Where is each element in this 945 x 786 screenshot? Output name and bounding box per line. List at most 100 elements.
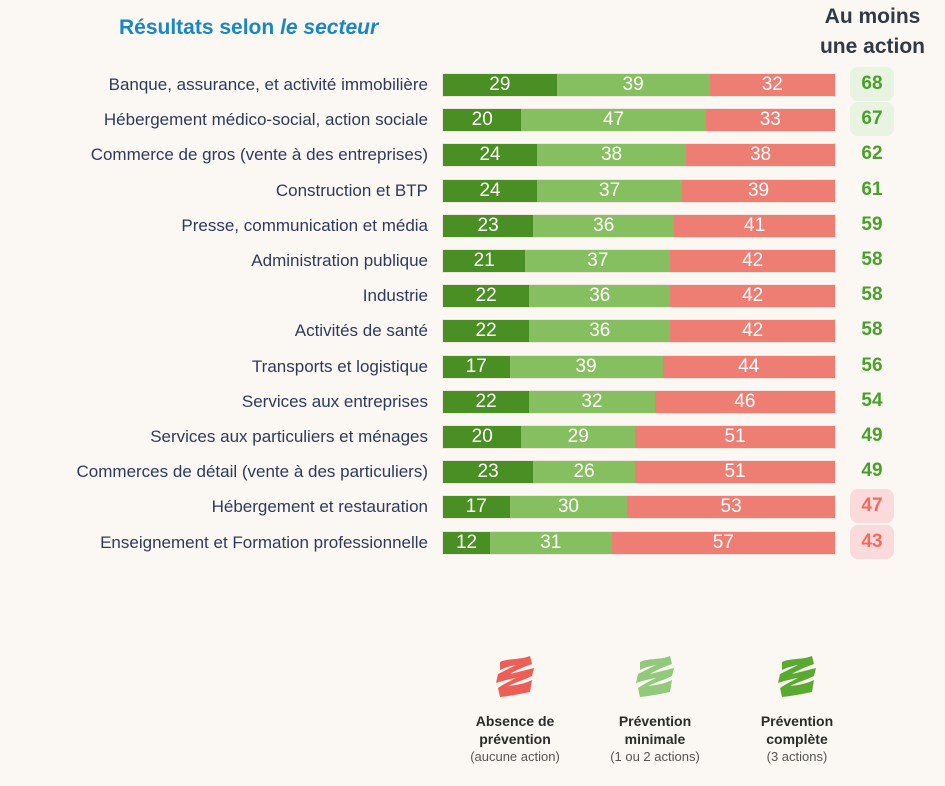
bar-segment-minimal: 37: [537, 179, 683, 202]
total-badge: 59: [861, 213, 883, 235]
chart-title: Résultats selon le secteur: [119, 16, 378, 40]
red-scribble-icon: [496, 656, 534, 697]
bar-segment-absence: 38: [686, 144, 835, 167]
category-label: Activités de santé: [294, 321, 428, 341]
totals-header: Au moins une action: [800, 2, 945, 62]
bar-segment-complete: 17: [443, 355, 510, 378]
bar-segment-absence: 33: [705, 109, 835, 132]
bar-row: Services aux entreprises 22 32 46 54: [0, 389, 945, 414]
totals-header-line2: une action: [819, 35, 925, 58]
bar-row: Services aux particuliers et ménages 20 29…: [0, 424, 945, 449]
bar-segment-minimal: 36: [529, 285, 671, 308]
bar-segment-minimal: 39: [556, 74, 710, 96]
legend-title: Prévention minimale: [585, 712, 725, 748]
total-badge: 62: [861, 143, 883, 165]
total-badge: 43: [850, 524, 894, 559]
category-label: Hébergement médico-social, action social…: [103, 110, 428, 130]
stacked-bar: 17 30 53: [442, 495, 836, 520]
stacked-bar: 29 39 32: [442, 73, 836, 97]
bar-segment-complete: 22: [443, 390, 530, 413]
bar-row: Banque, assurance, et activité immobiliè…: [0, 67, 945, 101]
bar-segment-complete: 20: [443, 426, 522, 448]
bar-segment-minimal: 32: [529, 390, 655, 413]
category-label: Commerce de gros (vente à des entreprise…: [90, 145, 428, 165]
stacked-bar: 20 47 33: [442, 108, 836, 133]
stacked-bar: 12 31 57: [442, 530, 836, 555]
bar-row: Hébergement et restauration 17 30 53 47: [0, 489, 945, 524]
bar-segment-minimal: 36: [533, 214, 675, 237]
total-badge: 56: [861, 354, 883, 376]
bar-segment-complete: 20: [443, 109, 522, 132]
bar-segment-absence: 42: [670, 320, 835, 343]
stacked-bar: 23 36 41: [442, 213, 836, 238]
category-label: Transports et logistique: [251, 356, 428, 376]
bar-segment-minimal: 26: [533, 461, 636, 484]
bar-segment-absence: 42: [670, 285, 835, 308]
legend-item-complete: Prévention complète (3 actions): [727, 650, 867, 766]
category-label: Presse, communication et média: [181, 215, 428, 235]
bar-row: Enseignement et Formation professionnell…: [0, 524, 945, 559]
stacked-bar: 24 37 39: [442, 178, 836, 203]
bar-segment-minimal: 30: [509, 496, 628, 519]
bar-segment-minimal: 29: [521, 426, 636, 448]
bar-row: Activités de santé 22 36 42 58: [0, 318, 945, 344]
stacked-bar: 23 26 51: [442, 460, 836, 485]
total-badge: 47: [850, 489, 894, 524]
total-badge: 58: [861, 249, 883, 270]
bar-row: Industrie 22 36 42 58: [0, 283, 945, 309]
legend-item-absence: Absence de prévention (aucune action): [445, 650, 585, 766]
bar-segment-absence: 39: [682, 179, 835, 202]
bar-segment-minimal: 38: [537, 144, 687, 167]
light-green-scribble-icon: [636, 656, 674, 697]
bar-segment-absence: 51: [635, 461, 835, 484]
total-badge: 58: [861, 319, 883, 341]
total-badge: 67: [850, 102, 894, 137]
category-label: Enseignement et Formation professionnell…: [100, 532, 428, 552]
legend-title: Prévention complète: [727, 712, 867, 748]
stacked-bar: 22 32 46: [442, 389, 836, 414]
title-main: Résultats selon: [119, 16, 281, 39]
category-label: Administration publique: [251, 251, 428, 270]
bar-segment-minimal: 39: [509, 355, 663, 378]
bar-segment-complete: 23: [443, 461, 534, 484]
bar-segment-absence: 32: [709, 74, 835, 96]
bar-segment-complete: 17: [443, 496, 510, 519]
category-label: Industrie: [362, 286, 428, 306]
bar-segment-complete: 23: [443, 214, 534, 237]
bar-row: Administration publique 21 37 42 58: [0, 248, 945, 273]
bar-row: Transports et logistique 17 39 44 56: [0, 354, 945, 379]
total-badge: 68: [850, 67, 894, 101]
total-badge: 49: [861, 425, 883, 446]
bar-row: Commerce de gros (vente à des entreprise…: [0, 142, 945, 168]
legend-title-line1: Prévention: [618, 713, 692, 729]
legend-subtitle: (aucune action): [470, 749, 560, 764]
bar-row: Presse, communication et média 23 36 41 59: [0, 213, 945, 238]
bar-segment-complete: 24: [443, 179, 538, 202]
stacked-bar: 21 37 42: [442, 249, 836, 273]
bar-segment-absence: 53: [627, 496, 835, 519]
title-italic: le secteur: [280, 16, 379, 39]
bar-segment-absence: 41: [674, 214, 835, 237]
category-label: Hébergement et restauration: [211, 497, 428, 517]
bar-segment-complete: 12: [443, 531, 491, 554]
bar-segment-absence: 42: [670, 250, 835, 272]
category-label: Construction et BTP: [275, 180, 428, 200]
legend: Absence de prévention (aucune action) Préve…: [430, 650, 870, 780]
stacked-bar: 17 39 44: [442, 354, 836, 379]
total-badge: 49: [861, 460, 883, 482]
bar-row: Construction et BTP 24 37 39 61: [0, 178, 945, 203]
bar-row: Commerces de détail (vente à des particu…: [0, 459, 945, 485]
bar-segment-minimal: 47: [521, 109, 706, 132]
bar-segment-absence: 46: [654, 390, 835, 413]
bar-segment-minimal: 37: [525, 250, 671, 272]
bar-segment-complete: 29: [443, 74, 557, 96]
bar-segment-complete: 22: [443, 320, 530, 343]
green-scribble-icon: [778, 656, 816, 697]
category-label: Services aux entreprises: [241, 391, 428, 411]
category-label: Services aux particuliers et ménages: [150, 427, 428, 446]
stacked-bar: 22 36 42: [442, 319, 836, 344]
stacked-bar: 24 38 38: [442, 143, 836, 168]
legend-title-line1: Absence de: [475, 713, 555, 729]
total-badge: 54: [861, 389, 883, 411]
bar-segment-complete: 24: [443, 144, 538, 167]
